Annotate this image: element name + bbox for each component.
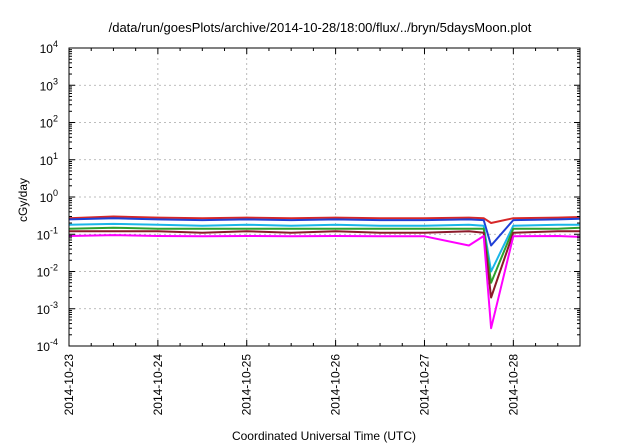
series-line-5 [69, 230, 580, 299]
x-tick-label: 2014-10-27 [417, 354, 431, 416]
y-tick-label: 10-1 [37, 225, 58, 242]
x-tick-label: 2014-10-26 [329, 354, 343, 416]
grid-layer [69, 48, 580, 346]
y-tick-label: 101 [40, 151, 58, 168]
x-axis-title: Coordinated Universal Time (UTC) [232, 429, 416, 443]
series-line-1 [68, 215, 581, 224]
y-tick-label: 104 [40, 39, 58, 56]
y-axis-title: cGy/day [16, 178, 30, 222]
series-line-4 [68, 226, 581, 284]
x-tick-label: 2014-10-24 [151, 354, 165, 416]
series-line-6 [68, 234, 581, 330]
series-line-2 [68, 217, 581, 247]
x-tick-label: 2014-10-25 [240, 354, 254, 416]
label-layer: 10-4 10-3 10-2 10-1 100 101 102 103 104 2014-10-2… [37, 39, 521, 415]
x-tick-label: 2014-10-23 [62, 354, 76, 416]
x-tick-label: 2014-10-28 [506, 354, 520, 416]
y-tick-label: 10-3 [37, 300, 58, 317]
tick-layer [68, 47, 580, 347]
y-tick-label: 102 [40, 114, 58, 131]
y-tick-label: 10-4 [37, 337, 58, 354]
y-tick-label: 10-2 [37, 263, 58, 280]
series-line-3 [68, 222, 580, 273]
y-tick-label: 100 [40, 188, 58, 205]
y-tick-label: 103 [40, 76, 58, 93]
chart-title: /data/run/goesPlots/archive/2014-10-28/1… [108, 20, 532, 35]
series-layer [68, 215, 581, 330]
